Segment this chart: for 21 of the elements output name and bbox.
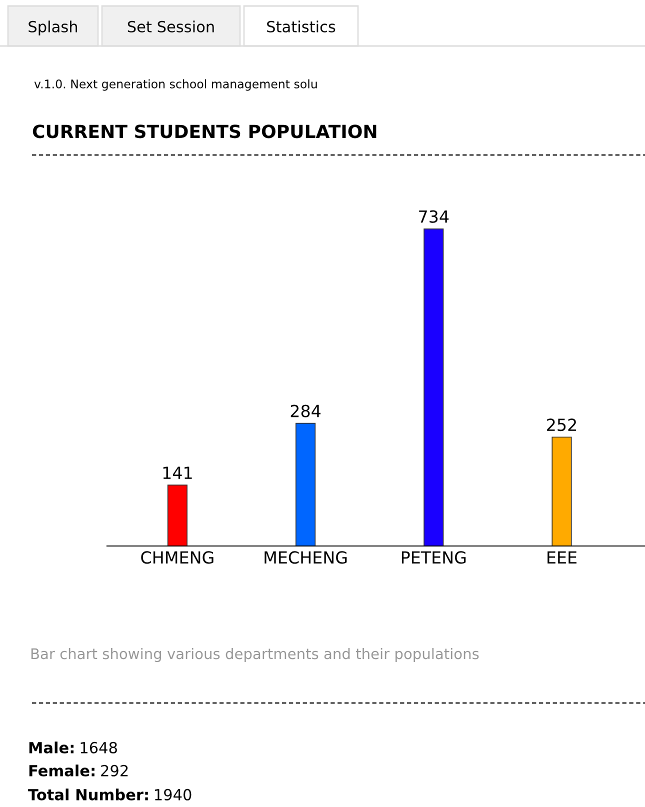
x-tick-label: MECHENG xyxy=(264,551,347,564)
text: Total Number: 1940 xyxy=(28,788,192,800)
bar xyxy=(296,422,316,546)
x-tick-label: CHMENG xyxy=(141,551,214,564)
bar xyxy=(424,228,444,546)
data-label: 284 xyxy=(290,404,321,418)
x-tick-label: PETENG xyxy=(402,551,466,564)
text: Set Session xyxy=(128,20,214,32)
text: Splash xyxy=(28,20,78,36)
text: v.1.0. Next generation school management solu xyxy=(34,79,317,91)
data-label: 141 xyxy=(163,466,192,479)
text: Statistics xyxy=(267,20,336,32)
bar xyxy=(167,484,188,546)
text: Bar chart showing various departments and their populations xyxy=(31,648,479,662)
data-label: 734 xyxy=(419,210,449,223)
chart-title: CURRENT STUDENTS POPULATION xyxy=(32,124,376,138)
data-label: 252 xyxy=(547,418,576,432)
bar xyxy=(552,436,572,546)
text: Female: 292 xyxy=(29,764,128,776)
text: Male: 1648 xyxy=(29,742,117,754)
x-tick-label: EEE xyxy=(548,551,576,564)
